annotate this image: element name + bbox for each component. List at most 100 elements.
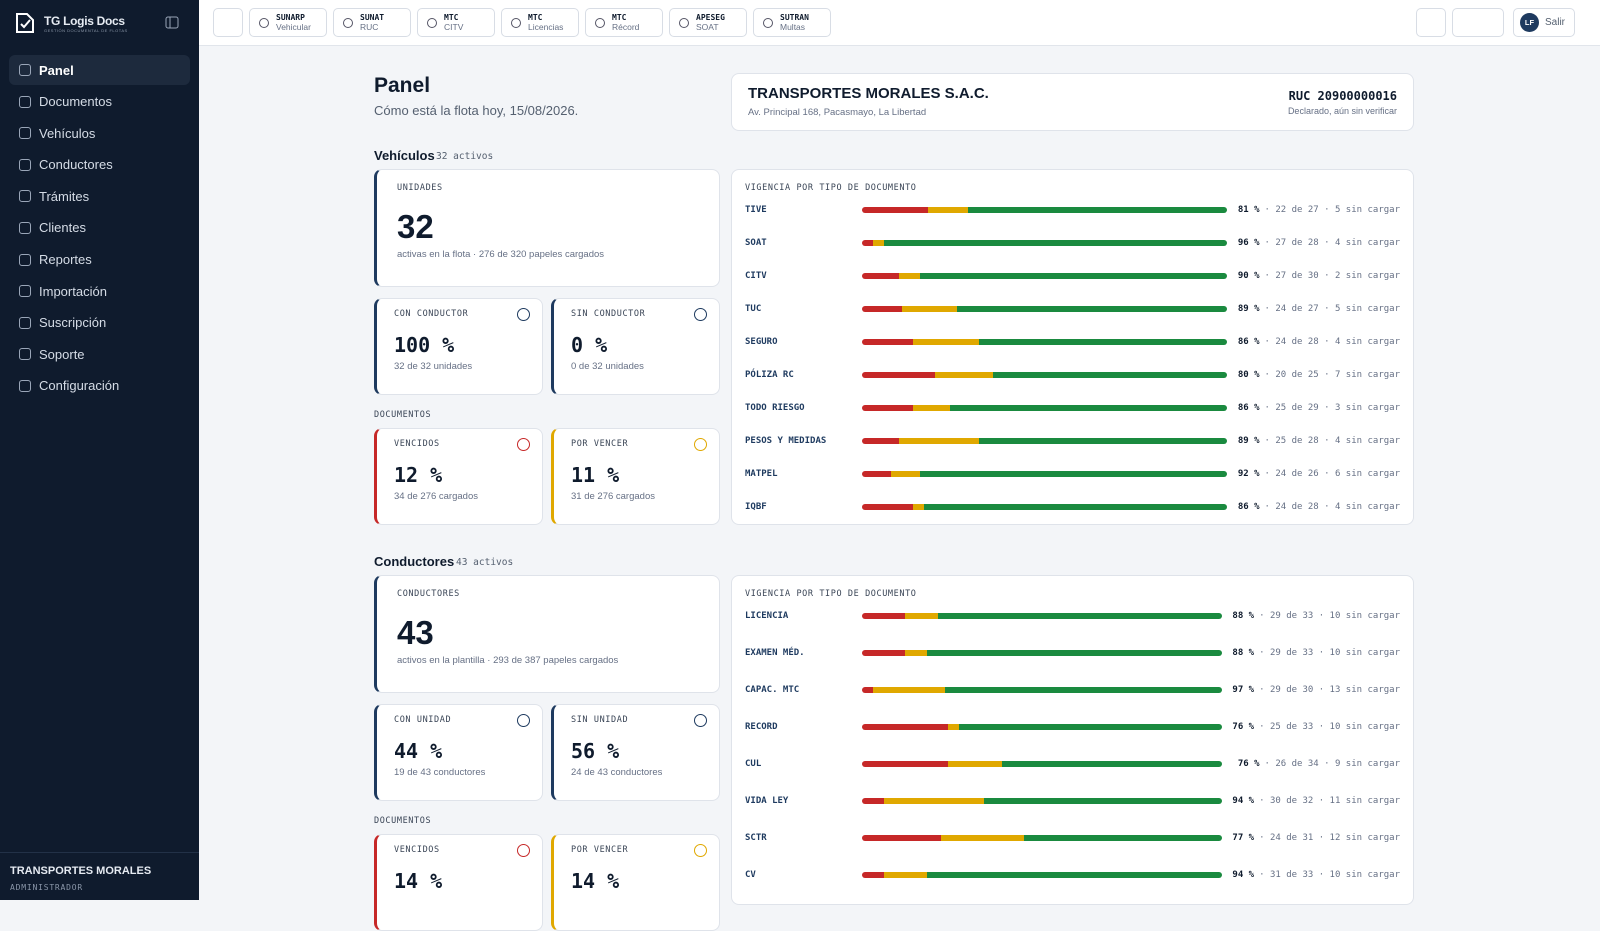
bar-segment — [862, 438, 899, 444]
nav-icon — [19, 221, 31, 234]
section-title: Vehículos — [374, 148, 435, 163]
stacked-bar — [862, 273, 1227, 279]
card-value: 11 % — [571, 463, 620, 487]
doc-summary: 77 % · 24 de 31 · 12 sin cargar — [1232, 833, 1400, 843]
card-note: 0 de 32 unidades — [571, 361, 644, 372]
bar-segment — [978, 438, 1227, 444]
nav-item[interactable]: Trámites — [9, 181, 190, 211]
bar-segment — [862, 687, 873, 693]
nav-label: Vehículos — [39, 125, 96, 141]
card-icon — [694, 714, 707, 727]
avatar: LF — [1520, 13, 1539, 32]
user-menu[interactable]: LF Salir — [1513, 8, 1575, 37]
doc-name: TODO RIESGO — [745, 403, 805, 413]
doc-name: CV — [745, 870, 756, 880]
nav-item[interactable]: Configuración — [9, 371, 190, 401]
source-tab[interactable]: MTC CITV — [417, 8, 495, 37]
bar-segment — [913, 405, 950, 411]
nav-item[interactable]: Clientes — [9, 213, 190, 243]
bar-segment — [927, 207, 968, 213]
doc-row: MATPEL 92 % · 24 de 26 · 6 sin cargar — [745, 467, 1400, 481]
doc-row: TODO RIESGO 86 % · 25 de 29 · 3 sin cargar — [745, 401, 1400, 415]
summary-card: CONDUCTORES 43 activos en la plantilla · 2… — [374, 575, 720, 693]
bar-segment — [862, 405, 914, 411]
stacked-bar — [862, 650, 1222, 656]
bar-segment — [862, 650, 906, 656]
nav-item[interactable]: Vehículos — [9, 118, 190, 148]
card-note: 24 de 43 conductores — [571, 767, 663, 778]
doc-summary: 94 % · 30 de 32 · 11 sin cargar — [1232, 796, 1400, 806]
company-card: TRANSPORTES MORALES S.A.C. Av. Principal… — [731, 73, 1414, 131]
tab-source: SUNARP — [276, 13, 305, 22]
nav-label: Panel — [39, 62, 74, 78]
validity-chart: VIGENCIA POR TIPO DE DOCUMENTO LICENCIA 88… — [731, 575, 1414, 905]
nav-label: Documentos — [39, 94, 112, 110]
bar-segment — [913, 339, 979, 345]
nav-item[interactable]: Conductores — [9, 150, 190, 180]
doc-summary: 81 % · 22 de 27 · 5 sin cargar — [1237, 205, 1400, 215]
bar-segment — [993, 372, 1227, 378]
nav-item[interactable]: Panel — [9, 55, 190, 85]
doc-name: LICENCIA — [745, 611, 789, 621]
stacked-bar — [862, 405, 1227, 411]
nav-item[interactable]: Reportes — [9, 245, 190, 275]
nav-item[interactable]: Suscripción — [9, 308, 190, 338]
card-value: 43 — [397, 614, 434, 651]
doc-name: PÓLIZA RC — [745, 370, 794, 380]
doc-percent: 77 % — [1232, 833, 1255, 843]
source-tab[interactable]: APESEG SOAT — [669, 8, 747, 37]
nav-label: Importación — [39, 283, 107, 299]
doc-row: RECORD 76 % · 25 de 33 · 10 sin cargar — [745, 720, 1400, 734]
doc-name: RECORD — [745, 722, 778, 732]
nav-item[interactable]: Documentos — [9, 87, 190, 117]
doc-row: CUL 76 % · 26 de 34 · 9 sin cargar — [745, 757, 1400, 771]
tab-service: Récord — [612, 22, 640, 32]
source-tab[interactable]: SUNARP Vehicular — [249, 8, 327, 37]
company-name: TRANSPORTES MORALES S.A.C. — [748, 85, 989, 102]
tab-service: Multas — [780, 22, 806, 32]
card-label: POR VENCER — [571, 845, 629, 855]
card-value: 56 % — [571, 739, 620, 763]
collapse-button[interactable] — [165, 16, 179, 29]
tab-service: CITV — [444, 22, 464, 32]
doc-row: TUC 89 % · 24 de 27 · 5 sin cargar — [745, 302, 1400, 316]
tab-icon — [511, 18, 521, 28]
doc-summary: 86 % · 24 de 28 · 4 sin cargar — [1237, 337, 1400, 347]
bar-segment — [944, 687, 1222, 693]
tab-service: SOAT — [696, 22, 719, 32]
doc-percent: 86 % — [1237, 403, 1260, 413]
nav-item[interactable]: Soporte — [9, 339, 190, 369]
card-label: SIN CONDUCTOR — [571, 309, 646, 319]
card-label: VENCIDOS — [394, 845, 440, 855]
nav-item[interactable]: Importación — [9, 276, 190, 306]
card-label: CON UNIDAD — [394, 715, 452, 725]
chart-title: VIGENCIA POR TIPO DE DOCUMENTO — [745, 589, 917, 599]
source-tab[interactable]: MTC Licencias — [501, 8, 579, 37]
doc-detail: · 29 de 33 · 10 sin cargar — [1259, 611, 1400, 621]
doc-name: CITV — [745, 271, 767, 281]
doc-row: PESOS Y MEDIDAS 89 % · 25 de 28 · 4 sin ca… — [745, 434, 1400, 448]
doc-detail: · 25 de 33 · 10 sin cargar — [1259, 722, 1400, 732]
theme-toggle[interactable] — [1452, 8, 1504, 37]
doc-summary: 97 % · 29 de 30 · 13 sin cargar — [1232, 685, 1400, 695]
doc-row: EXAMEN MÉD. 88 % · 29 de 33 · 10 sin carga… — [745, 646, 1400, 660]
logout[interactable]: Salir — [1545, 17, 1566, 28]
notifications-button[interactable] — [1416, 8, 1446, 37]
card-icon — [517, 308, 530, 321]
source-tab[interactable]: MTC Récord — [585, 8, 663, 37]
stacked-bar — [862, 798, 1222, 804]
docs-card: POR VENCER 14 % — [551, 834, 720, 931]
company-status: Declarado, aún sin verificar — [1287, 106, 1397, 116]
doc-percent: 86 % — [1237, 337, 1260, 347]
page-title: Panel — [374, 74, 431, 97]
bar-segment — [1002, 761, 1222, 767]
section-count: 43 activos — [456, 557, 514, 568]
doc-summary: 89 % · 24 de 27 · 5 sin cargar — [1237, 304, 1400, 314]
source-tab[interactable]: SUTRAN Multas — [753, 8, 831, 37]
nav-label: Soporte — [39, 346, 85, 362]
source-tab[interactable]: SUNAT RUC — [333, 8, 411, 37]
bar-segment — [862, 339, 914, 345]
card-note: activas en la flota · 276 de 320 papeles… — [397, 249, 605, 260]
bar-segment — [898, 273, 921, 279]
info-button[interactable] — [213, 8, 243, 37]
